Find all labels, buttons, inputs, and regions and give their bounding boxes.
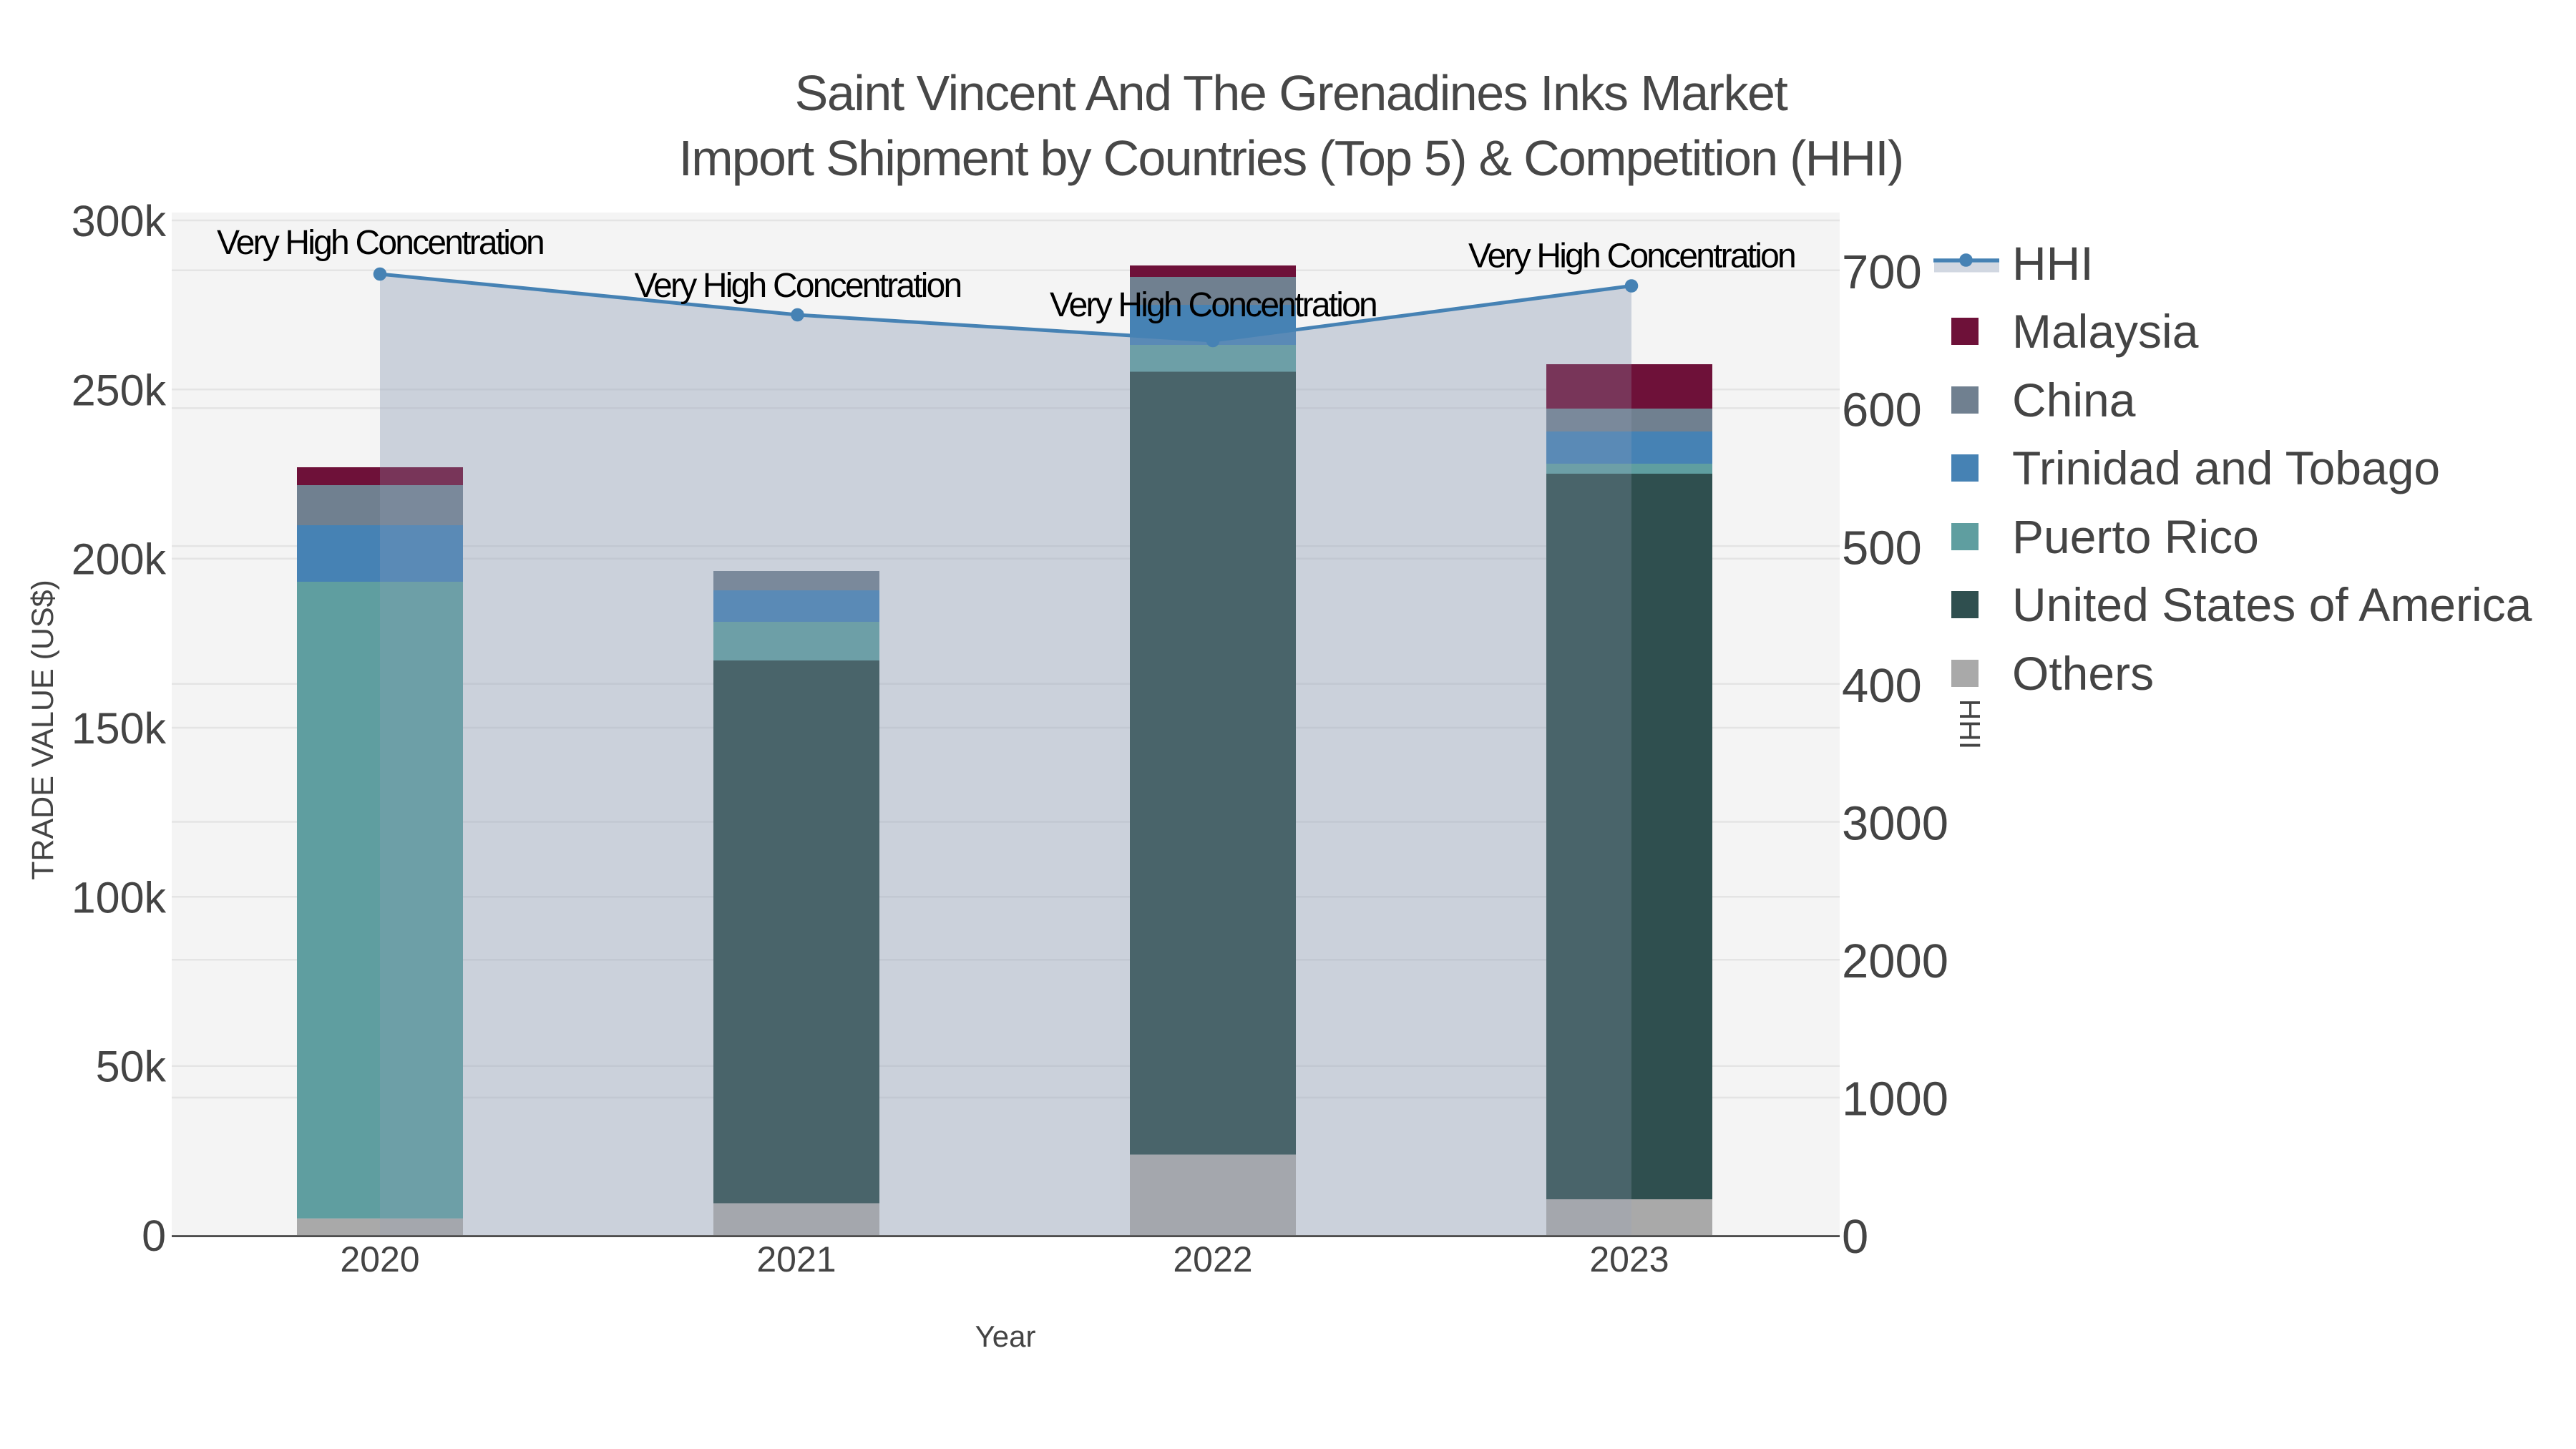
svg-text:Import Shipment by Countries (: Import Shipment by Countries (Top 5) & C… (679, 130, 1903, 186)
svg-text:Puerto Rico: Puerto Rico (2012, 510, 2259, 563)
svg-text:0: 0 (1842, 1210, 1868, 1264)
svg-text:50k: 50k (96, 1043, 167, 1091)
svg-text:Others: Others (2012, 647, 2154, 700)
svg-text:400: 400 (1842, 659, 1922, 713)
svg-text:Very High Concentration: Very High Concentration (1050, 286, 1376, 324)
svg-text:2021: 2021 (756, 1239, 836, 1279)
svg-text:700: 700 (1842, 245, 1922, 299)
svg-text:HHI: HHI (1953, 699, 1986, 750)
svg-text:3000: 3000 (1842, 796, 1948, 850)
svg-text:2020: 2020 (340, 1239, 419, 1279)
svg-text:150k: 150k (72, 704, 167, 753)
svg-text:600: 600 (1842, 384, 1922, 437)
svg-text:Very High Concentration: Very High Concentration (1468, 238, 1795, 275)
svg-text:500: 500 (1842, 521, 1922, 575)
svg-text:200k: 200k (72, 535, 167, 584)
svg-text:Very High Concentration: Very High Concentration (217, 224, 543, 262)
svg-text:TRADE VALUE (US$): TRADE VALUE (US$) (26, 580, 60, 880)
svg-text:HHI: HHI (2012, 237, 2094, 290)
svg-text:Malaysia: Malaysia (2012, 305, 2199, 358)
svg-text:Very High Concentration: Very High Concentration (635, 267, 961, 305)
svg-text:1000: 1000 (1842, 1073, 1948, 1126)
svg-text:2000: 2000 (1842, 935, 1948, 988)
svg-text:Trinidad and Tobago: Trinidad and Tobago (2012, 441, 2440, 494)
svg-text:0: 0 (142, 1211, 166, 1260)
svg-text:100k: 100k (72, 873, 167, 922)
svg-text:250k: 250k (72, 366, 167, 414)
svg-text:2023: 2023 (1589, 1239, 1669, 1279)
svg-text:2022: 2022 (1173, 1239, 1252, 1279)
svg-text:Saint Vincent And The Grenadin: Saint Vincent And The Grenadines Inks Ma… (795, 65, 1788, 121)
svg-text:China: China (2012, 374, 2136, 426)
svg-text:United States of America: United States of America (2012, 578, 2532, 631)
svg-text:Year: Year (975, 1319, 1036, 1353)
svg-text:300k: 300k (72, 197, 167, 245)
